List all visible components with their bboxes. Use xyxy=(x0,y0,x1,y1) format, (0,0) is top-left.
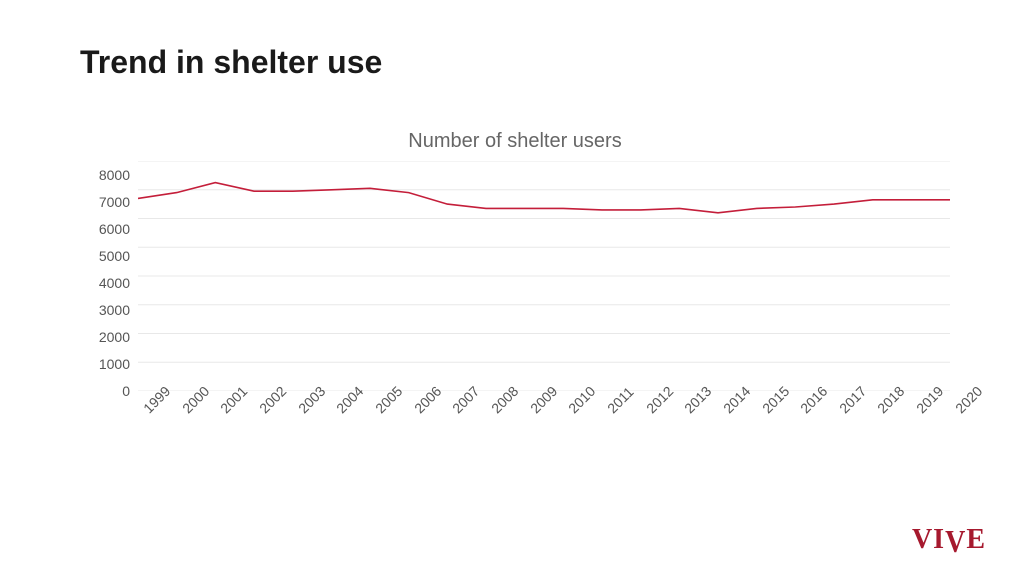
x-tick: 2009 xyxy=(527,405,538,416)
x-tick: 2018 xyxy=(874,405,885,416)
x-tick: 2014 xyxy=(720,405,731,416)
y-tick: 7000 xyxy=(99,195,130,209)
x-tick: 2010 xyxy=(565,405,576,416)
x-tick: 2007 xyxy=(449,405,460,416)
y-axis: 800070006000500040003000200010000 xyxy=(80,161,130,391)
chart-subtitle: Number of shelter users xyxy=(80,130,950,153)
plot-area xyxy=(138,161,950,391)
x-tick: 2015 xyxy=(759,405,770,416)
x-axis: 1999200020012002200320042005200620072008… xyxy=(138,391,950,407)
y-tick: 1000 xyxy=(99,357,130,371)
chart-svg xyxy=(138,161,950,391)
x-tick: 2019 xyxy=(913,405,924,416)
y-tick: 6000 xyxy=(99,222,130,236)
line-series xyxy=(138,183,950,213)
logo-part-1: VI xyxy=(912,524,945,555)
y-tick: 8000 xyxy=(99,168,130,182)
logo-part-3: E xyxy=(966,524,986,555)
x-tick: 2016 xyxy=(797,405,808,416)
y-tick: 4000 xyxy=(99,276,130,290)
x-tick: 2001 xyxy=(217,405,228,416)
x-tick: 2006 xyxy=(411,405,422,416)
gridlines xyxy=(138,161,950,391)
x-tick: 2004 xyxy=(333,405,344,416)
x-tick: 2011 xyxy=(604,405,615,416)
slide: Trend in shelter use Number of shelter u… xyxy=(0,0,1024,576)
x-tick: 2002 xyxy=(256,405,267,416)
x-tick: 2013 xyxy=(681,405,692,416)
y-tick: 3000 xyxy=(99,303,130,317)
x-tick: 2003 xyxy=(295,405,306,416)
x-tick: 2017 xyxy=(836,405,847,416)
chart-container: Number of shelter users 8000 7000 6000 5000… xyxy=(80,130,950,470)
y-tick: 5000 xyxy=(99,249,130,263)
x-tick: 2020 xyxy=(952,405,963,416)
page-title: Trend in shelter use xyxy=(80,44,382,81)
x-tick: 1999 xyxy=(140,405,151,416)
brand-logo: VIVE xyxy=(912,524,986,556)
x-tick: 2012 xyxy=(643,405,654,416)
x-tick: 2008 xyxy=(488,405,499,416)
y-tick: 2000 xyxy=(99,330,130,344)
x-tick: 2005 xyxy=(372,405,383,416)
y-tick: 0 xyxy=(122,384,130,398)
logo-part-2: V xyxy=(945,525,966,562)
x-tick: 2000 xyxy=(179,405,190,416)
chart-area: 800070006000500040003000200010000 199920… xyxy=(80,161,950,391)
